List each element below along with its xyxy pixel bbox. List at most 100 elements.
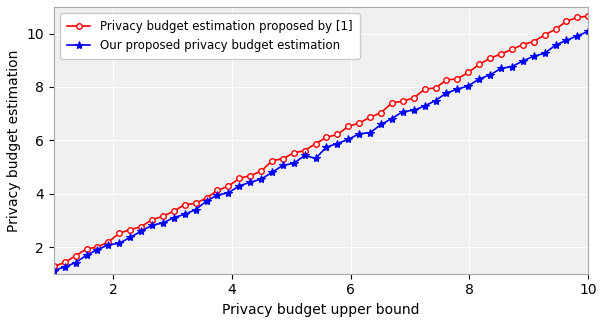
Legend: Privacy budget estimation proposed by [1], Our proposed privacy budget estimatio: Privacy budget estimation proposed by [1… [60,13,359,59]
Our proposed privacy budget estimation [378,122,385,126]
Our proposed privacy budget estimation [323,145,330,149]
Privacy budget estimation proposed by [1] [585,14,592,18]
Privacy budget estimation proposed by [1] [203,196,210,200]
Privacy budget estimation proposed by [1] [574,16,581,19]
Our proposed privacy budget estimation [225,191,232,195]
Privacy budget estimation proposed by [1] [268,159,275,163]
Our proposed privacy budget estimation [159,221,167,225]
Our proposed privacy budget estimation [83,253,90,257]
Our proposed privacy budget estimation [334,142,341,145]
Privacy budget estimation proposed by [1] [552,27,559,31]
Our proposed privacy budget estimation [203,199,210,203]
Our proposed privacy budget estimation [563,38,570,42]
Privacy budget estimation proposed by [1] [464,71,472,75]
Privacy budget estimation proposed by [1] [72,254,79,258]
Privacy budget estimation proposed by [1] [432,86,439,90]
Our proposed privacy budget estimation [443,91,450,95]
Our proposed privacy budget estimation [312,156,320,160]
Our proposed privacy budget estimation [115,241,123,245]
Privacy budget estimation proposed by [1] [181,202,188,206]
Our proposed privacy budget estimation [388,117,396,121]
Our proposed privacy budget estimation [268,170,275,174]
Our proposed privacy budget estimation [399,110,406,113]
Privacy budget estimation proposed by [1] [159,214,167,218]
X-axis label: Privacy budget upper bound: Privacy budget upper bound [222,303,420,317]
Our proposed privacy budget estimation [509,64,516,68]
Privacy budget estimation proposed by [1] [83,247,90,251]
Privacy budget estimation proposed by [1] [367,115,374,119]
Our proposed privacy budget estimation [257,177,265,181]
Line: Our proposed privacy budget estimation: Our proposed privacy budget estimation [50,27,593,275]
Our proposed privacy budget estimation [345,137,352,141]
Privacy budget estimation proposed by [1] [94,245,101,249]
Privacy budget estimation proposed by [1] [246,174,254,178]
Privacy budget estimation proposed by [1] [323,135,330,139]
Privacy budget estimation proposed by [1] [170,209,178,213]
Our proposed privacy budget estimation [50,269,57,272]
Privacy budget estimation proposed by [1] [443,78,450,82]
Privacy budget estimation proposed by [1] [192,202,199,205]
Privacy budget estimation proposed by [1] [509,47,516,51]
Our proposed privacy budget estimation [454,87,461,91]
Privacy budget estimation proposed by [1] [486,56,493,60]
Privacy budget estimation proposed by [1] [257,169,265,173]
Privacy budget estimation proposed by [1] [115,231,123,235]
Our proposed privacy budget estimation [138,229,145,233]
Our proposed privacy budget estimation [574,34,581,38]
Privacy budget estimation proposed by [1] [312,142,320,146]
Privacy budget estimation proposed by [1] [127,228,134,232]
Our proposed privacy budget estimation [170,215,178,219]
Our proposed privacy budget estimation [127,236,134,239]
Our proposed privacy budget estimation [61,265,68,269]
Our proposed privacy budget estimation [486,73,493,77]
Privacy budget estimation proposed by [1] [454,77,461,81]
Our proposed privacy budget estimation [367,131,374,135]
Our proposed privacy budget estimation [464,84,472,88]
Our proposed privacy budget estimation [410,109,417,112]
Y-axis label: Privacy budget estimation: Privacy budget estimation [7,49,21,232]
Privacy budget estimation proposed by [1] [61,260,68,264]
Our proposed privacy budget estimation [214,193,221,197]
Privacy budget estimation proposed by [1] [149,218,156,222]
Privacy budget estimation proposed by [1] [214,189,221,192]
Our proposed privacy budget estimation [104,243,112,247]
Privacy budget estimation proposed by [1] [334,133,341,136]
Privacy budget estimation proposed by [1] [50,264,57,268]
Privacy budget estimation proposed by [1] [290,151,297,155]
Privacy budget estimation proposed by [1] [236,177,243,180]
Privacy budget estimation proposed by [1] [475,63,483,66]
Privacy budget estimation proposed by [1] [279,157,286,161]
Our proposed privacy budget estimation [149,223,156,227]
Our proposed privacy budget estimation [530,54,538,58]
Our proposed privacy budget estimation [432,98,439,102]
Our proposed privacy budget estimation [541,51,548,55]
Our proposed privacy budget estimation [192,208,199,212]
Privacy budget estimation proposed by [1] [410,96,417,100]
Privacy budget estimation proposed by [1] [563,19,570,23]
Privacy budget estimation proposed by [1] [497,52,504,56]
Our proposed privacy budget estimation [552,43,559,47]
Our proposed privacy budget estimation [356,132,363,136]
Our proposed privacy budget estimation [475,77,483,81]
Privacy budget estimation proposed by [1] [519,42,527,46]
Our proposed privacy budget estimation [94,248,101,251]
Our proposed privacy budget estimation [246,180,254,184]
Our proposed privacy budget estimation [497,66,504,70]
Privacy budget estimation proposed by [1] [301,149,308,153]
Our proposed privacy budget estimation [72,260,79,264]
Our proposed privacy budget estimation [290,161,297,165]
Privacy budget estimation proposed by [1] [345,124,352,128]
Privacy budget estimation proposed by [1] [541,33,548,37]
Our proposed privacy budget estimation [519,59,527,63]
Line: Privacy budget estimation proposed by [1]: Privacy budget estimation proposed by [1… [51,13,591,269]
Privacy budget estimation proposed by [1] [421,87,428,91]
Our proposed privacy budget estimation [585,29,592,33]
Privacy budget estimation proposed by [1] [225,184,232,188]
Privacy budget estimation proposed by [1] [138,225,145,229]
Our proposed privacy budget estimation [301,154,308,157]
Privacy budget estimation proposed by [1] [388,101,396,105]
Our proposed privacy budget estimation [236,184,243,188]
Privacy budget estimation proposed by [1] [356,121,363,125]
Our proposed privacy budget estimation [279,163,286,167]
Privacy budget estimation proposed by [1] [399,99,406,103]
